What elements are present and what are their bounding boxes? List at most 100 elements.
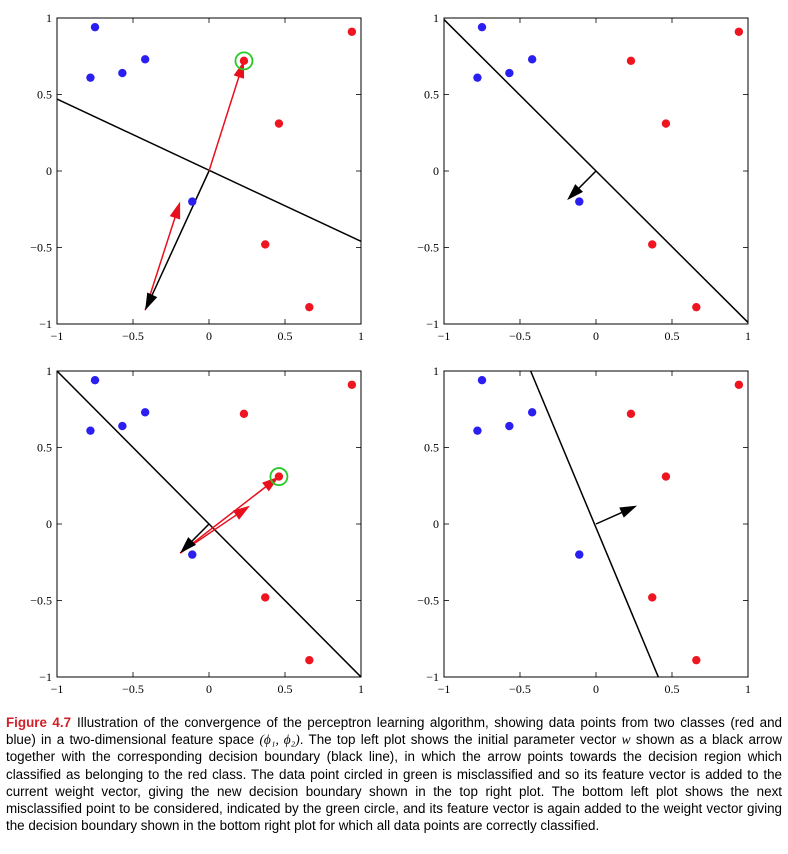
blue-data-point	[140, 408, 150, 417]
x-tick-label: 0.5	[665, 329, 680, 343]
red-data-point	[661, 472, 671, 481]
red-data-point	[648, 240, 657, 249]
x-tick-label: 0	[593, 682, 599, 696]
y-tick-label: 0	[433, 517, 439, 531]
x-tick-label: 1	[745, 682, 751, 696]
blue-data-point	[188, 197, 197, 206]
blue-data-point	[473, 426, 482, 435]
x-tick-label: 1	[358, 329, 364, 343]
sum-vector-arrow-shaft	[208, 74, 241, 172]
y-tick-label: −1	[426, 317, 439, 331]
blue-data-point	[575, 197, 584, 206]
feature-vector-arrow-head	[232, 505, 251, 520]
x-tick-label: −1	[51, 329, 64, 343]
x-tick-label: 1	[358, 682, 364, 696]
blue-data-point	[118, 421, 127, 431]
blue-data-point	[527, 55, 537, 64]
x-tick-label: 0.5	[665, 682, 680, 696]
red-data-point	[347, 380, 357, 389]
blue-data-point	[90, 375, 100, 385]
blue-data-point	[477, 375, 487, 385]
weight-vector-arrow-head	[145, 292, 158, 311]
red-data-point	[626, 56, 636, 66]
y-tick-label: −1	[39, 317, 52, 331]
sum-vector-arrow-head	[233, 60, 245, 79]
plot-bottom-left: −1 −0.5 0 0.5 1 1 0.5 0 −0.5 −1	[30, 364, 364, 696]
blue-data-point	[505, 68, 514, 78]
caption-text-part2: . The top left plot shows the initial pa…	[299, 732, 622, 748]
red-data-point	[239, 56, 249, 66]
blue-data-point	[473, 73, 482, 82]
red-data-point	[274, 119, 284, 128]
x-tick-label: 0.5	[278, 682, 293, 696]
x-tick-label: −0.5	[509, 329, 531, 343]
weight-vector-arrow-head	[619, 505, 638, 518]
red-data-point	[305, 302, 314, 312]
misclassified-highlight-circle	[234, 51, 254, 71]
blue-data-point	[477, 22, 487, 32]
y-tick-label: −0.5	[30, 241, 52, 255]
caption-weight-symbol: w	[621, 732, 631, 748]
y-tick-label: 0.5	[424, 88, 439, 102]
weight-vector-arrow-shaft	[577, 170, 597, 190]
y-tick-label: 0.5	[37, 441, 52, 455]
x-tick-label: −1	[438, 682, 451, 696]
y-tick-label: 0	[46, 164, 52, 178]
sum-vector-arrow-shaft	[179, 485, 268, 554]
misclassified-highlight-circle	[269, 467, 289, 486]
weight-vector-arrow-shaft	[190, 523, 210, 543]
y-tick-label: −0.5	[30, 594, 52, 608]
blue-data-point	[140, 55, 150, 64]
red-data-point	[261, 240, 270, 249]
red-data-point	[692, 655, 701, 665]
caption-text-part3: shown as a black arrow together with the…	[6, 732, 782, 834]
y-tick-label: −0.5	[417, 241, 439, 255]
red-data-point	[261, 593, 270, 602]
red-data-point	[734, 380, 744, 389]
plot-top-left: −1 −0.5 0 0.5 1 1 0.5 0 −0.5 −1	[30, 11, 364, 343]
y-tick-label: 0	[46, 517, 52, 531]
blue-data-point	[575, 550, 584, 559]
x-tick-label: 0	[206, 682, 212, 696]
y-tick-label: 1	[433, 11, 439, 25]
blue-data-point	[527, 408, 537, 417]
weight-vector-arrow-shaft	[595, 511, 624, 525]
plot-top-right: −1 −0.5 0 0.5 1 1 0.5 0 −0.5 −1	[417, 11, 751, 343]
y-tick-label: 0.5	[37, 88, 52, 102]
weight-vector-arrow-head	[567, 184, 583, 201]
blue-data-point	[86, 426, 95, 435]
x-tick-label: 0	[206, 329, 212, 343]
y-tick-label: 0	[433, 164, 439, 178]
red-data-point	[274, 472, 284, 481]
weight-vector-arrow-shaft	[150, 170, 210, 297]
y-tick-label: 1	[46, 11, 52, 25]
blue-data-point	[90, 22, 100, 32]
x-tick-label: −0.5	[509, 682, 531, 696]
x-tick-label: 0.5	[278, 329, 293, 343]
red-data-point	[305, 655, 314, 665]
red-data-point	[239, 409, 249, 419]
feature-vector-arrow-head	[169, 201, 181, 220]
caption-text-part1: Illustration of the convergence of the p…	[6, 715, 782, 748]
red-data-point	[347, 27, 357, 36]
blue-data-point	[118, 68, 127, 78]
plot-bottom-right: −1 −0.5 0 0.5 1 1 0.5 0 −0.5 −1	[417, 364, 751, 696]
x-tick-label: −1	[51, 682, 64, 696]
decision-boundary	[529, 371, 660, 677]
perceptron-figure: −1 −0.5 0 0.5 110.50−0.5−1−1 −0.5 0 0.5 110.50−0…	[30, 11, 751, 696]
x-tick-label: −1	[438, 329, 451, 343]
x-tick-label: 0	[593, 329, 599, 343]
weight-vector-arrow-head	[180, 537, 196, 554]
y-tick-label: 0.5	[424, 441, 439, 455]
red-data-point	[692, 302, 701, 312]
blue-data-point	[188, 550, 197, 559]
x-tick-label: 1	[745, 329, 751, 343]
y-tick-label: 1	[46, 364, 52, 378]
sum-vector-arrow-head	[262, 476, 279, 492]
x-tick-label: −0.5	[122, 682, 144, 696]
blue-data-point	[86, 73, 95, 82]
red-data-point	[734, 27, 744, 36]
y-tick-label: −0.5	[417, 594, 439, 608]
y-tick-label: −1	[39, 670, 52, 684]
y-tick-label: 1	[433, 364, 439, 378]
